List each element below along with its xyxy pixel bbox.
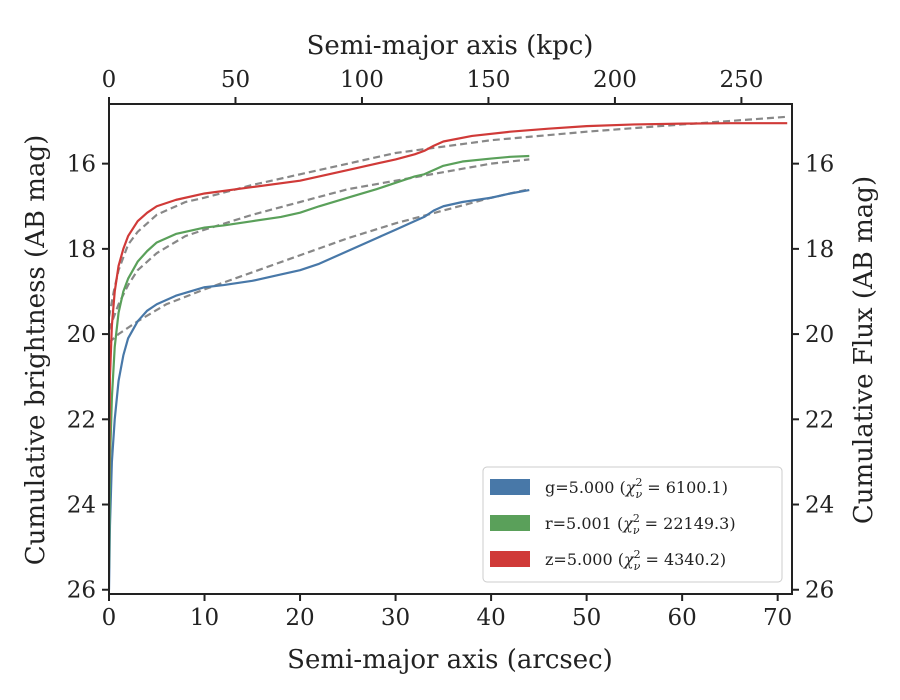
right-y-tick-label: 18 — [805, 237, 834, 263]
y-tick-label: 20 — [67, 322, 96, 348]
right-y-tick-label: 24 — [805, 493, 834, 519]
legend-box — [482, 466, 783, 583]
y-tick-label: 18 — [67, 237, 96, 263]
plot-area: 0 10 20 30 40 50 60 70 0 50 100 150 200 250 16 16 18 18 20… — [67, 67, 835, 631]
top-x-tick-label: 250 — [719, 67, 763, 93]
right-y-axis-label: Cumulative Flux (AB mag) — [849, 176, 879, 524]
legend-swatch — [490, 515, 530, 531]
x-tick-label: 60 — [668, 605, 697, 631]
x-tick-label: 70 — [763, 605, 792, 631]
x-tick-label: 20 — [285, 605, 314, 631]
fit-curve-0 — [109, 188, 530, 344]
legend-label: g=5.000 (χ2 ν = 6100.1) — [545, 476, 728, 501]
x-tick-label: 50 — [572, 605, 601, 631]
y-tick-label: 26 — [67, 578, 96, 604]
top-x-tick-label: 200 — [593, 67, 637, 93]
x-tick-label: 40 — [476, 605, 505, 631]
top-x-axis-label: Semi-major axis (kpc) — [307, 31, 594, 61]
right-y-tick-label: 22 — [805, 407, 834, 433]
top-x-tick-label: 0 — [102, 67, 117, 93]
data-layer — [109, 115, 788, 590]
y-tick-label: 24 — [67, 493, 96, 519]
top-x-tick-label: 150 — [466, 67, 510, 93]
right-y-tick-label: 16 — [805, 152, 834, 178]
right-y-tick-label: 20 — [805, 322, 834, 348]
axes-frame — [108, 103, 793, 595]
fit-curve-1 — [109, 158, 530, 331]
y-tick-label: 16 — [67, 152, 96, 178]
y-tick-label: 22 — [67, 407, 96, 433]
x-tick-label: 10 — [190, 605, 219, 631]
y-axis-label: Cumulative brightness (AB mag) — [21, 135, 51, 566]
legend-swatch — [490, 551, 530, 567]
right-y-tick-label: 26 — [805, 578, 834, 604]
series-line-z — [109, 122, 788, 484]
top-x-tick-label: 100 — [340, 67, 384, 93]
x-tick-label: 30 — [381, 605, 410, 631]
x-axis-label: Semi-major axis (arcsec) — [287, 645, 613, 675]
series-line-r — [109, 154, 530, 569]
series-line-g — [109, 188, 530, 590]
legend-label: z=5.000 (χ2 ν = 4340.2) — [545, 548, 726, 573]
legend: g=5.000 (χ2 ν = 6100.1) r=5.001 (χ2 ν = 221… — [482, 466, 783, 583]
legend-label: r=5.001 (χ2 ν = 22149.3) — [545, 512, 736, 537]
legend-swatch — [490, 479, 530, 495]
x-tick-label: 0 — [102, 605, 117, 631]
top-x-tick-label: 50 — [221, 67, 250, 93]
